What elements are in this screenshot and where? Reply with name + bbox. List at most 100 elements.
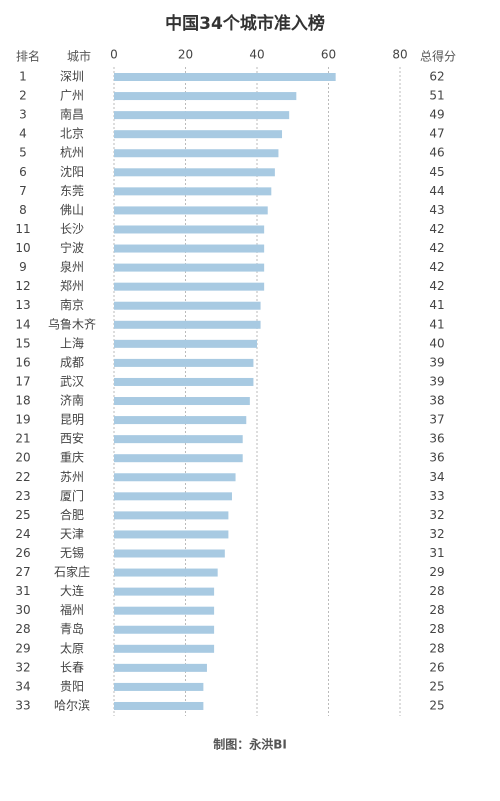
value-label: 39 bbox=[429, 374, 444, 388]
bar bbox=[114, 130, 283, 139]
category-label: 宁波 bbox=[60, 240, 84, 255]
value-label: 42 bbox=[429, 279, 444, 293]
rank-label: 6 bbox=[19, 165, 27, 179]
category-label: 长沙 bbox=[60, 222, 84, 236]
bar bbox=[114, 701, 204, 710]
bar bbox=[114, 111, 290, 120]
rank-label: 4 bbox=[19, 127, 27, 141]
bar bbox=[114, 625, 215, 634]
bar bbox=[114, 149, 279, 158]
rank-label: 19 bbox=[15, 413, 30, 427]
value-label: 28 bbox=[429, 622, 444, 636]
rank-label: 3 bbox=[19, 108, 27, 122]
value-label: 46 bbox=[429, 146, 444, 160]
bar bbox=[114, 225, 265, 234]
rank-label: 18 bbox=[15, 394, 30, 408]
rank-label: 12 bbox=[15, 279, 30, 293]
category-label: 石家庄 bbox=[54, 564, 90, 579]
source-note: 制图：永洪BI bbox=[213, 737, 287, 752]
category-label: 福州 bbox=[60, 602, 84, 617]
x-tick-label: 40 bbox=[249, 48, 264, 62]
value-label: 44 bbox=[429, 184, 444, 198]
category-label: 乌鲁木齐 bbox=[48, 316, 96, 331]
rank-label: 2 bbox=[19, 89, 27, 103]
rank-label: 9 bbox=[19, 260, 27, 274]
rank-label: 15 bbox=[15, 336, 30, 350]
rank-label: 24 bbox=[15, 527, 30, 541]
category-label: 无锡 bbox=[60, 545, 84, 560]
rank-label: 21 bbox=[15, 432, 30, 446]
bar bbox=[114, 320, 261, 329]
value-label: 32 bbox=[429, 508, 444, 522]
value-label: 49 bbox=[429, 108, 444, 122]
rank-label: 32 bbox=[15, 660, 30, 674]
chart-title: 中国34个城市准入榜 bbox=[165, 13, 325, 34]
value-label: 31 bbox=[429, 546, 444, 560]
category-label: 杭州 bbox=[60, 145, 84, 160]
category-label: 青岛 bbox=[60, 621, 84, 636]
category-label: 太原 bbox=[60, 640, 84, 655]
bar bbox=[114, 206, 268, 215]
value-label: 28 bbox=[429, 641, 444, 655]
x-tick-label: 80 bbox=[392, 48, 407, 62]
value-label: 41 bbox=[429, 298, 444, 312]
value-label: 45 bbox=[429, 165, 444, 179]
rank-label: 33 bbox=[15, 698, 30, 712]
rank-label: 13 bbox=[15, 298, 30, 312]
value-label: 43 bbox=[429, 203, 444, 217]
bar bbox=[114, 377, 254, 386]
value-label: 62 bbox=[429, 70, 444, 84]
bar bbox=[114, 397, 250, 406]
bar bbox=[114, 416, 247, 425]
category-label: 上海 bbox=[60, 335, 84, 350]
rank-label: 22 bbox=[15, 470, 30, 484]
bar bbox=[114, 587, 215, 596]
category-label: 西安 bbox=[60, 431, 84, 446]
x-tick-label: 60 bbox=[321, 48, 336, 62]
rank-label: 26 bbox=[15, 546, 30, 560]
bar bbox=[114, 92, 297, 101]
value-label: 42 bbox=[429, 222, 444, 236]
category-label: 成都 bbox=[60, 355, 84, 369]
value-label: 51 bbox=[429, 89, 444, 103]
category-label: 重庆 bbox=[60, 451, 84, 465]
value-label: 47 bbox=[429, 127, 444, 141]
bar bbox=[114, 263, 265, 272]
rank-label: 25 bbox=[15, 508, 30, 522]
category-label: 北京 bbox=[60, 127, 84, 141]
bar bbox=[114, 454, 243, 463]
bar bbox=[114, 549, 225, 558]
value-label: 34 bbox=[429, 470, 444, 484]
rank-label: 16 bbox=[15, 355, 30, 369]
category-label: 南昌 bbox=[60, 107, 84, 122]
rank-label: 30 bbox=[15, 603, 30, 617]
rank-label: 8 bbox=[19, 203, 27, 217]
bar bbox=[114, 568, 218, 577]
rank-label: 10 bbox=[15, 241, 30, 255]
bar bbox=[114, 435, 243, 444]
bar bbox=[114, 168, 275, 177]
bar bbox=[114, 511, 229, 520]
bar bbox=[114, 644, 215, 653]
value-label: 33 bbox=[429, 489, 444, 503]
category-label: 合肥 bbox=[60, 507, 84, 522]
bar bbox=[114, 187, 272, 196]
value-label: 41 bbox=[429, 317, 444, 331]
rank-label: 14 bbox=[15, 317, 30, 331]
rank-header: 排名 bbox=[16, 49, 40, 64]
rank-label: 29 bbox=[15, 641, 30, 655]
value-label: 36 bbox=[429, 432, 444, 446]
value-label: 25 bbox=[429, 679, 444, 693]
bar bbox=[114, 282, 265, 291]
bar bbox=[114, 492, 232, 501]
category-label: 大连 bbox=[60, 583, 84, 598]
rank-label: 1 bbox=[19, 70, 27, 84]
bar bbox=[114, 301, 261, 310]
bar bbox=[114, 663, 207, 672]
category-label: 武汉 bbox=[60, 374, 84, 388]
rank-label: 27 bbox=[15, 565, 30, 579]
category-label: 长春 bbox=[60, 660, 84, 674]
category-label: 沈阳 bbox=[60, 164, 84, 179]
category-header: 城市 bbox=[67, 49, 91, 64]
category-label: 济南 bbox=[60, 393, 84, 408]
